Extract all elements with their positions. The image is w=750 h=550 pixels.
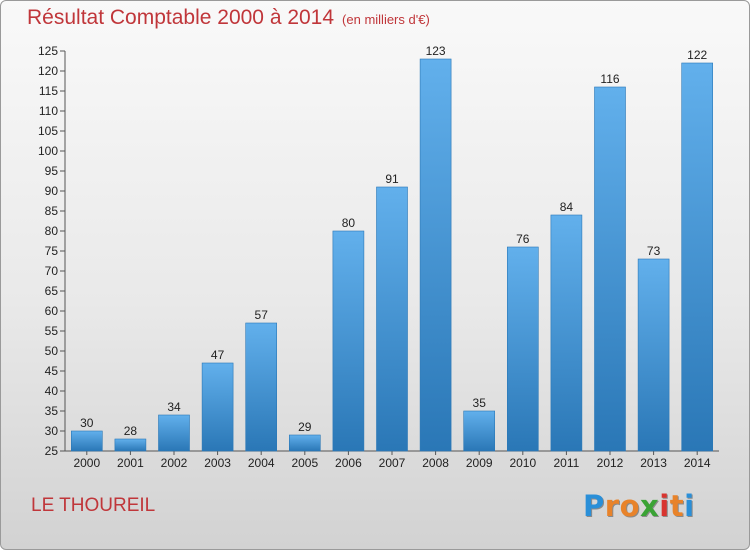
commune-name: LE THOUREIL	[31, 495, 156, 516]
y-tick-label: 35	[45, 404, 59, 418]
y-tick-label: 45	[45, 364, 59, 378]
data-label-2014: 122	[687, 48, 707, 62]
chart-title: Résultat Comptable 2000 à 2014 (en millie…	[27, 6, 430, 30]
data-label-2000: 30	[80, 416, 94, 430]
x-tick-label: 2005	[291, 456, 318, 470]
x-tick-label: 2001	[117, 456, 144, 470]
data-label-2009: 35	[473, 396, 487, 410]
bar-2012	[594, 86, 626, 452]
y-tick-label: 60	[45, 304, 59, 318]
bar-2002	[158, 414, 190, 452]
y-tick-label: 105	[38, 124, 58, 138]
data-label-2010: 76	[516, 232, 530, 246]
data-labels: 30 28 34 47 57 29 80 91 123 35 76 84 116 73 122	[80, 44, 707, 438]
data-label-2011: 84	[560, 200, 574, 214]
y-tick-label: 85	[45, 204, 59, 218]
y-tick-label: 50	[45, 344, 59, 358]
x-tick-label: 2014	[684, 456, 711, 470]
bar-2001	[114, 438, 147, 452]
x-tick-label: 2013	[640, 456, 667, 470]
logo-letter: x	[640, 489, 660, 523]
logo-letter: o	[619, 489, 641, 523]
bar-2003	[201, 362, 234, 452]
x-axis: 2000 2001 2002 2003 2004 2005 2006 2007 2008 2009…	[65, 450, 719, 470]
x-tick-label: 2004	[248, 456, 275, 470]
y-tick-label: 100	[38, 144, 58, 158]
data-label-2006: 80	[342, 216, 356, 230]
x-tick-label: 2009	[466, 456, 493, 470]
x-tick-label: 2010	[509, 456, 536, 470]
data-label-2007: 91	[385, 172, 399, 186]
logo-letter: i	[684, 489, 695, 523]
y-tick-label: 30	[45, 424, 59, 438]
x-tick-label: 2002	[161, 456, 188, 470]
data-label-2008: 123	[426, 44, 446, 58]
y-tick-label: 75	[45, 244, 59, 258]
bar-2010	[506, 246, 539, 452]
logo-letter: P	[583, 489, 605, 523]
proxiti-logo: Proxiti	[583, 489, 695, 523]
bar-2013	[637, 258, 670, 452]
y-tick-label: 65	[45, 284, 59, 298]
y-tick-label: 115	[39, 84, 58, 98]
data-label-2004: 57	[255, 308, 269, 322]
y-tick-label: 40	[45, 384, 59, 398]
data-label-2005: 29	[298, 420, 312, 434]
x-tick-label: 2000	[73, 456, 100, 470]
y-tick-label: 90	[45, 184, 59, 198]
y-tick-label: 25	[45, 444, 59, 458]
bar-2005	[288, 434, 321, 452]
x-tick-label: 2008	[422, 456, 449, 470]
bar-2006	[332, 230, 365, 452]
data-label-2013: 73	[647, 244, 661, 258]
bar-2004	[245, 322, 277, 452]
bars	[71, 58, 714, 452]
x-tick-label: 2003	[204, 456, 231, 470]
x-tick-label: 2012	[597, 456, 624, 470]
y-tick-label: 95	[45, 164, 59, 178]
y-tick-label: 110	[39, 104, 58, 118]
y-axis: 25 30 35 40 45 50 55 60 65 70 75 80 85 90 95 100 105 110 1…	[38, 44, 66, 458]
bar-2000	[71, 430, 103, 452]
logo-letter: i	[659, 489, 670, 523]
bar-2007	[376, 186, 408, 452]
bar-2009	[463, 410, 496, 452]
logo-letter: r	[604, 489, 620, 523]
bar-2014	[681, 62, 714, 452]
y-tick-label: 70	[45, 264, 59, 278]
y-tick-label: 125	[38, 44, 58, 58]
data-label-2012: 116	[600, 72, 619, 86]
title-text: Résultat Comptable 2000 à 2014	[27, 6, 335, 29]
x-tick-label: 2007	[379, 456, 406, 470]
data-label-2001: 28	[124, 424, 138, 438]
y-tick-label: 120	[38, 64, 58, 78]
data-label-2002: 34	[167, 400, 181, 414]
x-tick-label: 2011	[553, 456, 579, 470]
logo-letter: t	[669, 489, 685, 523]
y-tick-label: 55	[45, 324, 59, 338]
subtitle-text: (en milliers d'€)	[342, 12, 430, 27]
bar-2011	[550, 214, 583, 452]
bar-2008	[419, 58, 452, 452]
y-tick-label: 80	[45, 224, 59, 238]
data-label-2003: 47	[211, 348, 225, 362]
x-tick-label: 2006	[335, 456, 362, 470]
